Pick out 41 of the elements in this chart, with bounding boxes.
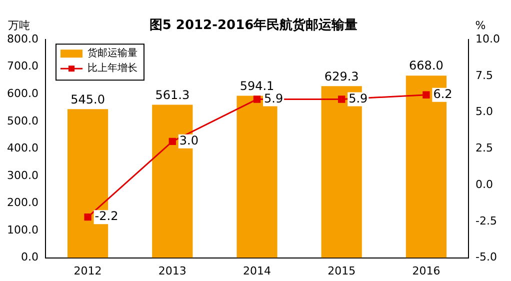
- data-label: 5.9: [348, 91, 368, 106]
- y-tick-label: 500.0: [6, 114, 38, 128]
- data-label: 561.3: [155, 88, 190, 102]
- data-label: 594.1: [240, 78, 274, 93]
- data-label: -2.2: [94, 209, 118, 224]
- point: [338, 96, 346, 103]
- y2-axis-title: %: [475, 18, 486, 32]
- data-label: 3.0: [179, 134, 198, 148]
- y2-tick-label: 5.0: [476, 105, 494, 118]
- x-tick-label: 2013: [158, 264, 186, 278]
- legend-label: 货邮运输量: [87, 47, 138, 60]
- point: [168, 138, 176, 146]
- y-tick-label: 600.0: [6, 87, 38, 100]
- data-label: 668.0: [409, 58, 444, 73]
- y2-tick-label: 7.5: [476, 68, 494, 82]
- y-tick-label: 400.0: [6, 142, 38, 155]
- point: [422, 91, 430, 98]
- y-axis-title: 万吨: [8, 18, 30, 32]
- point: [84, 213, 92, 221]
- y2-tick-label: -5.0: [476, 250, 497, 264]
- data-label: 6.2: [433, 87, 452, 101]
- y-tick-label: 700.0: [6, 60, 38, 73]
- data-label: 629.3: [324, 69, 359, 84]
- y2-tick-label: 10.0: [476, 32, 500, 46]
- y2-tick-label: 0.0: [476, 178, 494, 191]
- y-tick-label: 800.0: [6, 32, 38, 46]
- y-tick-label: 200.0: [6, 196, 38, 210]
- x-tick-label: 2016: [412, 264, 440, 278]
- data-label: 545.0: [70, 92, 105, 106]
- legend-label: 比上年增长: [87, 62, 138, 74]
- x-tick-label: 2012: [74, 264, 102, 278]
- x-tick-label: 2014: [243, 264, 271, 278]
- x-tick-label: 2015: [328, 264, 356, 278]
- y-tick-label: 0.0: [20, 250, 38, 264]
- y2-tick-label: 2.5: [476, 142, 494, 155]
- y-tick-label: 100.0: [6, 223, 38, 236]
- y-tick-label: 300.0: [6, 168, 38, 182]
- chart-title: 图5 2012-2016年民航货邮运输量: [149, 17, 358, 34]
- data-label: 5.9: [264, 91, 284, 106]
- y2-tick-label: -2.5: [476, 214, 497, 228]
- point: [253, 96, 261, 103]
